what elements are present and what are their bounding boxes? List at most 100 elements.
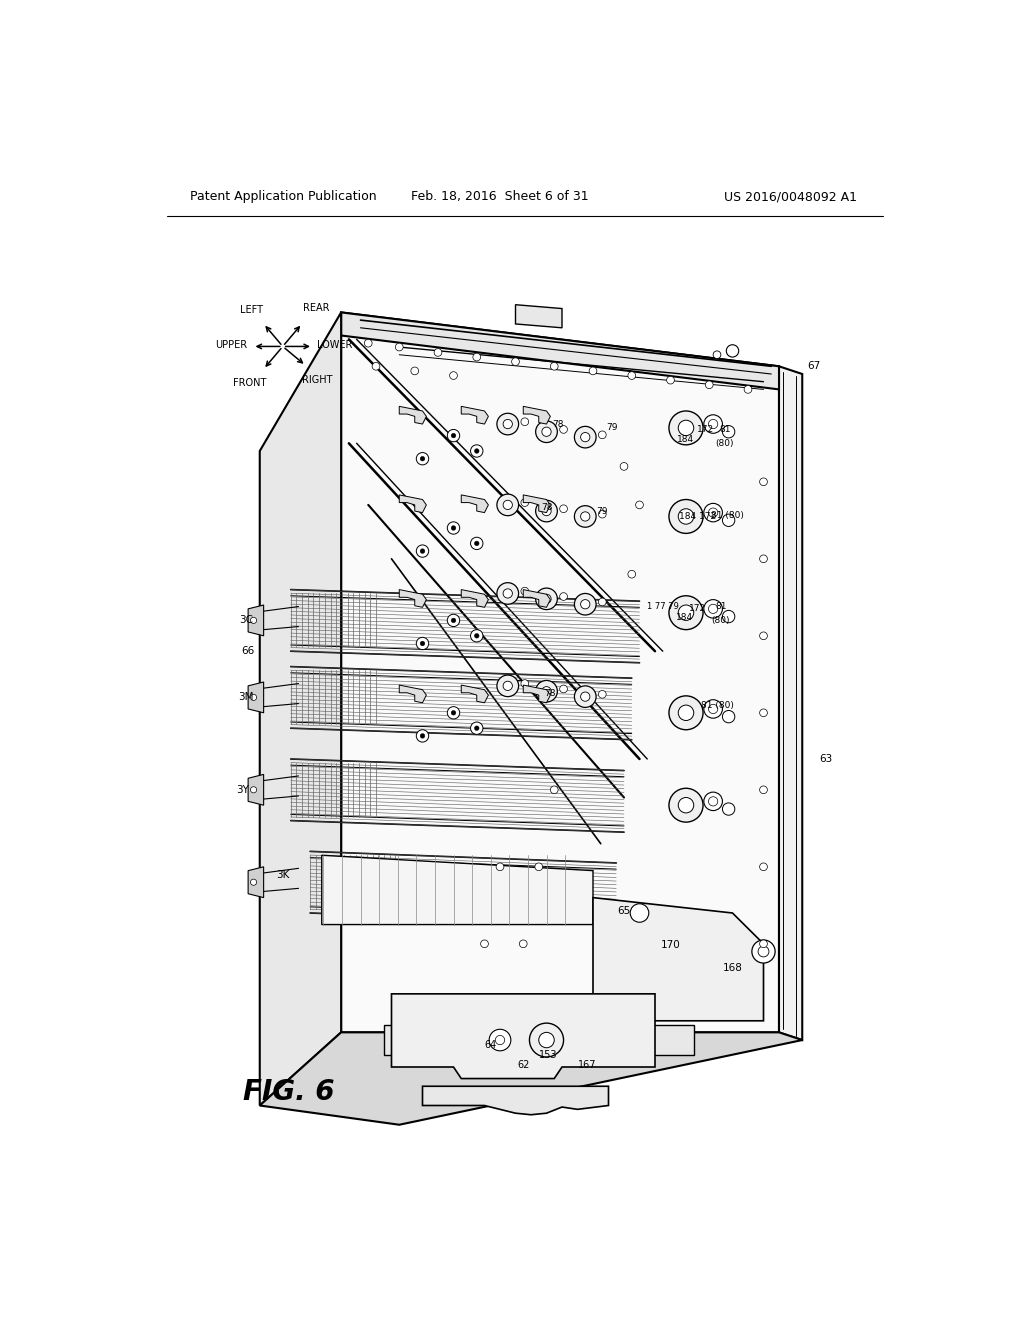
Text: 81 (80): 81 (80) [711, 511, 743, 520]
Circle shape [678, 797, 693, 813]
Circle shape [726, 345, 738, 358]
Text: 78: 78 [545, 689, 556, 698]
Circle shape [722, 515, 735, 527]
Circle shape [447, 429, 460, 442]
Circle shape [589, 367, 597, 375]
Text: 63: 63 [819, 754, 833, 764]
Circle shape [722, 710, 735, 723]
Circle shape [473, 354, 480, 360]
Circle shape [628, 570, 636, 578]
Circle shape [521, 499, 528, 507]
Circle shape [372, 363, 380, 370]
Polygon shape [523, 495, 550, 512]
Circle shape [503, 681, 512, 690]
Circle shape [574, 426, 596, 447]
Circle shape [480, 940, 488, 948]
Polygon shape [399, 590, 426, 607]
Circle shape [706, 381, 713, 388]
Text: 168: 168 [723, 964, 742, 973]
Circle shape [760, 632, 767, 640]
Circle shape [709, 508, 718, 517]
Circle shape [760, 940, 767, 948]
Circle shape [703, 700, 722, 718]
Circle shape [669, 788, 703, 822]
Polygon shape [523, 407, 550, 424]
Circle shape [447, 521, 460, 535]
Circle shape [752, 940, 775, 964]
Circle shape [669, 411, 703, 445]
Polygon shape [423, 1086, 608, 1114]
Text: FRONT: FRONT [232, 379, 266, 388]
Circle shape [417, 453, 429, 465]
Polygon shape [322, 855, 593, 924]
Circle shape [628, 372, 636, 379]
Polygon shape [515, 305, 562, 327]
Circle shape [251, 787, 257, 793]
Circle shape [536, 421, 557, 442]
Circle shape [521, 680, 528, 688]
Polygon shape [260, 1032, 802, 1125]
Text: 81: 81 [719, 425, 730, 434]
Circle shape [497, 494, 518, 516]
Text: (80): (80) [716, 438, 734, 447]
Circle shape [621, 462, 628, 470]
Polygon shape [399, 407, 426, 424]
Circle shape [452, 525, 456, 531]
Circle shape [667, 376, 675, 384]
Circle shape [251, 879, 257, 886]
Circle shape [709, 420, 718, 429]
Circle shape [474, 634, 479, 638]
Circle shape [251, 618, 257, 623]
Circle shape [709, 605, 718, 614]
Circle shape [474, 449, 479, 453]
Text: Feb. 18, 2016  Sheet 6 of 31: Feb. 18, 2016 Sheet 6 of 31 [412, 190, 589, 203]
Circle shape [703, 792, 722, 810]
Circle shape [598, 511, 606, 517]
Text: 170: 170 [660, 940, 680, 950]
Text: 65: 65 [617, 906, 631, 916]
Circle shape [581, 512, 590, 521]
Circle shape [760, 863, 767, 871]
Polygon shape [248, 682, 263, 713]
Polygon shape [399, 495, 426, 512]
Circle shape [503, 500, 512, 510]
Polygon shape [461, 685, 488, 702]
Circle shape [417, 545, 429, 557]
Circle shape [542, 686, 551, 696]
Circle shape [417, 638, 429, 649]
Text: REAR: REAR [303, 304, 330, 313]
Polygon shape [461, 407, 488, 424]
Circle shape [420, 549, 425, 553]
Circle shape [560, 685, 567, 693]
Text: 62: 62 [517, 1060, 529, 1071]
Circle shape [669, 696, 703, 730]
Circle shape [489, 1030, 511, 1051]
Polygon shape [341, 313, 779, 389]
Circle shape [497, 675, 518, 697]
Polygon shape [523, 590, 550, 607]
Circle shape [497, 582, 518, 605]
Text: 78: 78 [541, 503, 552, 512]
Circle shape [636, 502, 643, 508]
Circle shape [542, 507, 551, 516]
Circle shape [598, 598, 606, 606]
Circle shape [760, 709, 767, 717]
Circle shape [497, 413, 518, 434]
Circle shape [669, 499, 703, 533]
Circle shape [529, 1023, 563, 1057]
Circle shape [574, 506, 596, 527]
Text: 172: 172 [689, 605, 707, 614]
Circle shape [703, 599, 722, 618]
Circle shape [713, 351, 721, 359]
Circle shape [496, 1035, 505, 1044]
Circle shape [420, 457, 425, 461]
Text: 78: 78 [552, 420, 564, 429]
Polygon shape [248, 775, 263, 805]
Circle shape [709, 705, 718, 714]
Circle shape [669, 595, 703, 630]
Text: 3Y: 3Y [237, 785, 249, 795]
Polygon shape [248, 605, 263, 636]
Circle shape [434, 348, 442, 356]
Polygon shape [341, 313, 779, 1032]
Text: FIG. 6: FIG. 6 [243, 1078, 334, 1106]
